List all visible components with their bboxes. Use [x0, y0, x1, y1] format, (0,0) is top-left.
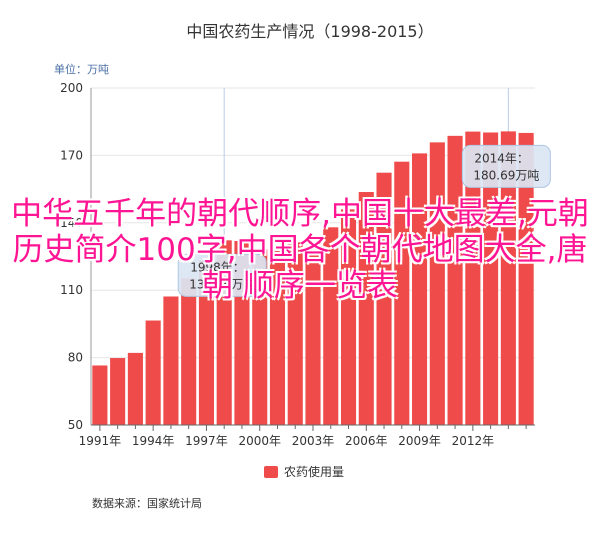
bar-2004年[interactable]	[323, 227, 339, 425]
tooltip-value: 132.16万吨	[189, 277, 255, 291]
bar-1992年[interactable]	[110, 358, 126, 425]
x-tick-label: 1994年	[132, 434, 175, 448]
y-tick-label: 50	[68, 418, 83, 432]
tooltip-value: 180.69万吨	[473, 168, 539, 182]
bar-2005年[interactable]	[340, 209, 357, 425]
bar-2001年[interactable]	[269, 251, 286, 425]
tooltip: 1998年： 132.16万吨	[177, 253, 267, 297]
bar-2013年[interactable]	[483, 132, 499, 425]
bar-2002年[interactable]	[287, 242, 303, 425]
bar-2009年[interactable]	[412, 153, 428, 426]
bar-1991年[interactable]	[92, 365, 108, 425]
x-axis: 1991年 1994年 1997年 2000年 2003年 2006年 2009年 2012年	[79, 424, 535, 448]
x-tick-label: 2006年	[345, 434, 388, 448]
bar-1996年[interactable]	[181, 278, 197, 425]
tooltip: 2014年： 180.69万吨	[461, 144, 551, 188]
bar-2014年[interactable]	[500, 131, 516, 426]
legend-swatch	[264, 466, 278, 478]
bar-1994年[interactable]	[145, 320, 161, 425]
bar-2010年[interactable]	[429, 142, 445, 426]
bar-2015年[interactable]	[518, 132, 534, 425]
bar-2003年[interactable]	[305, 240, 321, 425]
x-tick-label: 2000年	[238, 434, 281, 448]
y-tick-label: 170	[60, 148, 83, 162]
x-tick-label: 2009年	[398, 434, 441, 448]
tooltip-box	[461, 144, 551, 188]
tooltips: 2014年： 180.69万吨 1998年： 132.16万吨	[177, 144, 551, 297]
legend[interactable]: 农药使用量	[264, 464, 344, 479]
bar-2012年[interactable]	[465, 131, 481, 425]
bar-1997年[interactable]	[198, 260, 214, 425]
bar-1995年[interactable]	[163, 296, 179, 425]
chart-title: 中国农药生产情况（1998-2015）	[186, 22, 433, 41]
y-axis: 50 80 110 140 170 200	[60, 81, 92, 432]
source-label: 数据来源：国家统计局	[92, 496, 202, 510]
tooltip-year: 2014年：	[474, 151, 529, 165]
unit-label: 单位：万吨	[54, 62, 109, 76]
bar-2007年[interactable]	[376, 172, 392, 425]
bar-2006年[interactable]	[358, 192, 374, 425]
tooltip-box	[177, 253, 267, 297]
x-tick-label: 2003年	[292, 434, 335, 448]
x-tick-label: 2012年	[452, 434, 495, 448]
y-tick-label: 80	[68, 351, 83, 365]
legend-label: 农药使用量	[284, 464, 344, 479]
bar-2011年[interactable]	[447, 135, 463, 425]
bar-1993年[interactable]	[127, 352, 143, 425]
y-tick-label: 110	[60, 283, 83, 297]
y-tick-label: 200	[60, 81, 83, 95]
bar-2008年[interactable]	[394, 161, 410, 425]
y-tick-label: 140	[60, 216, 83, 230]
x-tick-label: 1991年	[79, 434, 122, 448]
tooltip-year: 1998年：	[190, 260, 245, 274]
x-tick-label: 1997年	[185, 434, 228, 448]
